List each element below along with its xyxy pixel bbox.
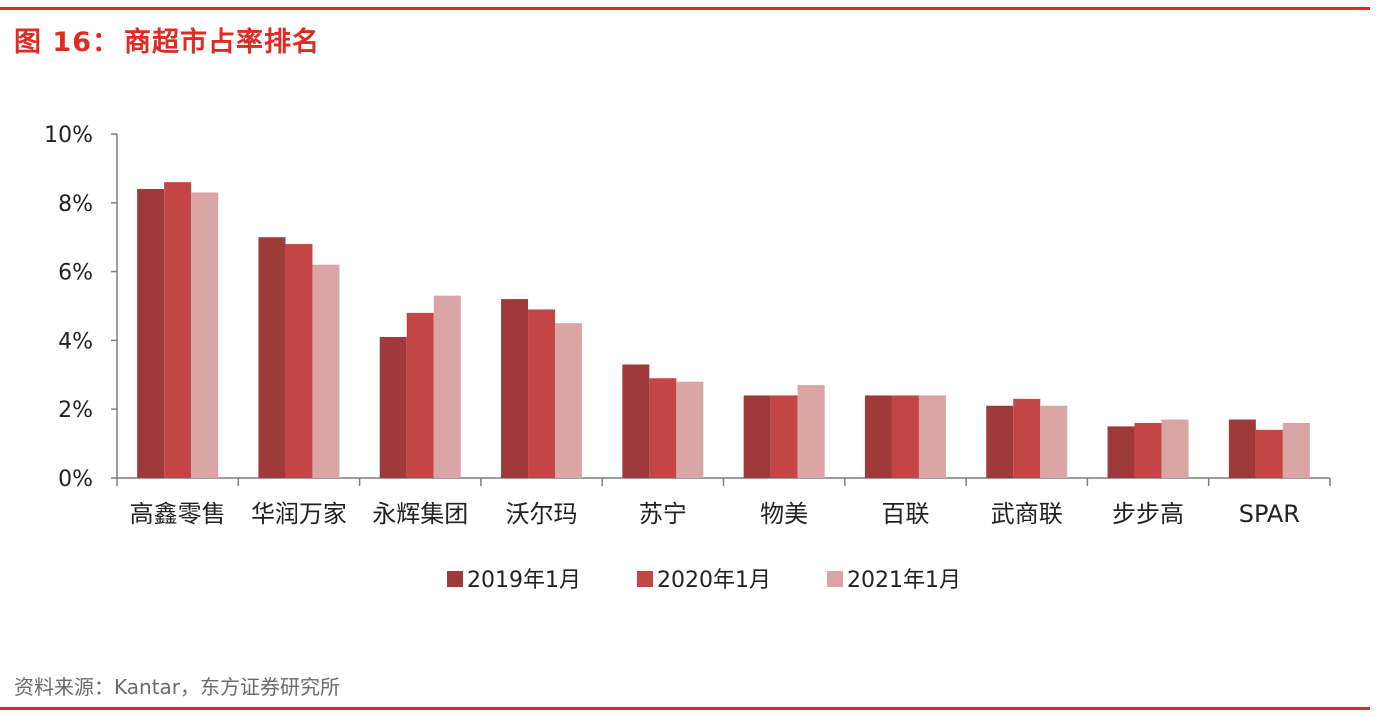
bar xyxy=(528,309,556,478)
x-tick-label: 永辉集团 xyxy=(372,500,468,528)
x-tick-label: 苏宁 xyxy=(639,500,687,528)
bar xyxy=(137,189,165,479)
x-tick-label: 华润万家 xyxy=(251,500,347,528)
y-tick-label: 8% xyxy=(58,192,93,217)
legend-swatch xyxy=(827,571,843,587)
bar xyxy=(1013,398,1041,478)
bar xyxy=(1107,426,1135,478)
figure-title: 图 16： 商超市占率排名 xyxy=(14,20,320,59)
legend-swatch xyxy=(637,571,653,587)
figure-number: 16： xyxy=(52,27,120,58)
legend: 2019年1月 2020年1月 2021年1月 xyxy=(447,568,961,593)
y-tick-label: 6% xyxy=(58,261,93,286)
source-note: 资料来源：Kantar，东方证券研究所 xyxy=(14,675,341,699)
bar xyxy=(1040,405,1068,478)
x-tick-label: SPAR xyxy=(1239,500,1300,528)
x-tick-label: 武商联 xyxy=(991,500,1063,528)
bar xyxy=(986,405,1014,478)
bar xyxy=(258,237,286,478)
bar xyxy=(379,336,407,478)
bar xyxy=(622,364,650,478)
bar xyxy=(649,378,677,478)
bar xyxy=(864,395,892,478)
legend-label: 2021年1月 xyxy=(847,568,961,593)
y-tick-label: 0% xyxy=(58,467,93,492)
bar xyxy=(312,264,340,478)
figure-title-text: 商超市占率排名 xyxy=(123,27,320,58)
bar xyxy=(797,385,825,478)
x-tick-label: 百联 xyxy=(881,500,929,528)
x-tick-label: 步步高 xyxy=(1112,500,1184,528)
bar xyxy=(676,381,704,478)
bar xyxy=(1282,422,1310,478)
figure-label: 图 xyxy=(14,27,42,58)
bar xyxy=(1255,429,1283,478)
bottom-rule xyxy=(0,707,1370,710)
bar xyxy=(285,244,313,478)
bar xyxy=(1228,419,1256,478)
x-tick-label: 沃尔玛 xyxy=(506,500,578,528)
legend-swatch xyxy=(447,571,463,587)
bar xyxy=(770,395,798,478)
x-axis: 高鑫零售 华润万家 永辉集团 沃尔玛 苏宁 物美 百联 武商联 步步高 SPAR xyxy=(116,477,1331,528)
bar xyxy=(1134,422,1162,478)
x-tick-label: 物美 xyxy=(760,500,808,528)
bar xyxy=(891,395,919,478)
bar xyxy=(164,182,192,478)
x-tick-label: 高鑫零售 xyxy=(130,500,226,528)
bar xyxy=(918,395,946,478)
bar xyxy=(406,312,434,478)
bar xyxy=(743,395,771,478)
bar xyxy=(433,295,461,478)
top-rule xyxy=(0,7,1370,10)
bar xyxy=(555,323,583,478)
bar xyxy=(191,192,219,479)
legend-label: 2019年1月 xyxy=(467,568,581,593)
bar xyxy=(501,299,529,478)
y-tick-label: 4% xyxy=(58,329,93,354)
bar xyxy=(1161,419,1189,478)
bars xyxy=(137,182,1310,479)
y-tick-label: 2% xyxy=(58,398,93,423)
y-axis: 0% 2% 4% 6% 8% 10% xyxy=(44,123,118,492)
legend-label: 2020年1月 xyxy=(657,568,771,593)
y-tick-label: 10% xyxy=(44,123,93,148)
